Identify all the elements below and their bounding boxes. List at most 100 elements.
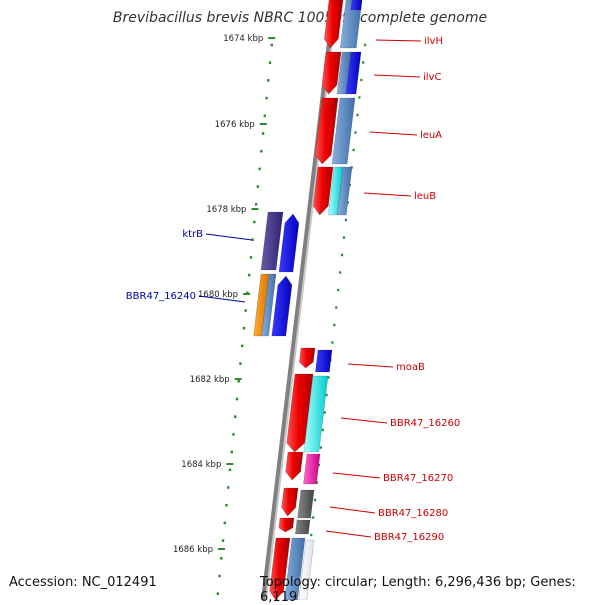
ruler-minor-tick: [249, 256, 253, 259]
ruler-minor-tick: [237, 380, 240, 383]
outer-minor-tick: [342, 236, 346, 239]
gene-feature: [261, 273, 277, 337]
ruler-minor-tick: [234, 415, 237, 418]
ruler-minor-tick: [240, 344, 244, 348]
outer-minor-tick: [325, 393, 328, 397]
gene-feature: [294, 519, 311, 535]
gene-label-ilvc: ilvC: [423, 72, 441, 83]
gene-label-bbr47-16270: BBR47_16270: [383, 473, 453, 484]
ruler-minor-tick: [261, 132, 265, 135]
ruler-label: 1674 kbp: [223, 34, 263, 44]
outer-minor-tick: [333, 323, 336, 327]
outer-minor-tick: [317, 463, 321, 467]
outer-minor-tick: [312, 516, 315, 519]
gene-feature: [315, 349, 333, 373]
ruler-minor-tick: [239, 362, 242, 365]
ruler-minor-tick: [251, 238, 254, 241]
gene-feature: [331, 97, 356, 165]
gene-label-ktrb: ktrB: [182, 229, 203, 240]
ruler-label: 1686 kbp: [173, 545, 213, 555]
outer-minor-tick: [335, 306, 338, 309]
ruler-minor-tick: [260, 149, 263, 153]
gene-leader-line: [325, 530, 372, 538]
outer-minor-tick: [356, 113, 359, 117]
ruler-minor-tick: [268, 61, 272, 64]
gene-feature: [278, 213, 300, 273]
ruler-label: 1684 kbp: [181, 460, 221, 470]
gene-feature: [297, 489, 315, 519]
gene-feature: [323, 0, 344, 49]
ruler-minor-tick: [235, 397, 239, 401]
outer-minor-tick: [340, 253, 344, 257]
outer-minor-tick: [346, 201, 349, 204]
gene-label-bbr47-16290: BBR47_16290: [374, 532, 444, 543]
outer-minor-tick: [331, 341, 334, 344]
ruler-minor-tick: [232, 433, 235, 436]
outer-minor-tick: [362, 61, 365, 64]
gene-feature: [345, 51, 362, 95]
outer-minor-tick: [315, 481, 319, 484]
gene-label-bbr47-16240: BBR47_16240: [126, 291, 196, 302]
outer-minor-tick: [319, 446, 322, 449]
ruler-minor-tick: [225, 503, 228, 507]
ruler-minor-tick: [216, 592, 220, 595]
gene-feature: [271, 275, 293, 337]
outer-minor-tick: [327, 376, 330, 379]
gene-leader-line: [329, 506, 376, 514]
gene-label-bbr47-16280: BBR47_16280: [378, 508, 448, 519]
gene-feature: [321, 51, 342, 95]
gene-leader-line: [369, 131, 418, 136]
outer-minor-tick: [354, 131, 357, 134]
gene-leader-line: [373, 74, 421, 78]
outer-minor-tick: [323, 411, 326, 414]
ruler-minor-tick: [263, 114, 267, 118]
ruler-label: 1678 kbp: [206, 205, 246, 215]
gene-feature: [285, 451, 304, 481]
ruler-minor-tick: [267, 79, 270, 82]
gene-leader-line: [198, 295, 246, 303]
gene-feature: [303, 375, 329, 453]
ruler-minor-tick: [227, 486, 230, 489]
gene-leader-line: [363, 192, 412, 197]
gene-leader-line: [205, 233, 253, 241]
gene-feature: [286, 373, 314, 453]
gene-feature: [350, 0, 363, 11]
ruler-minor-tick: [270, 43, 273, 47]
gene-label-ilvh: ilvH: [424, 36, 443, 47]
gene-feature: [298, 347, 316, 369]
outer-minor-tick: [339, 271, 342, 274]
ruler-minor-tick: [246, 291, 249, 295]
outer-minor-tick: [314, 498, 317, 502]
summary-text: Topology: circular; Length: 6,296,436 bp…: [260, 575, 576, 605]
ruler-minor-tick: [253, 220, 256, 224]
gene-feature: [339, 0, 363, 49]
gene-label-leub: leuB: [414, 191, 436, 202]
outer-minor-tick: [321, 428, 324, 432]
map-title: Brevibacillus brevis NBRC 100599, comple…: [112, 10, 488, 26]
gene-label-bbr47-16260: BBR47_16260: [390, 418, 460, 429]
ruler-minor-tick: [218, 574, 221, 578]
ruler-minor-tick: [223, 521, 226, 525]
outer-minor-tick: [364, 43, 367, 47]
gene-feature: [278, 517, 295, 533]
gene-label-leua: leuA: [420, 130, 442, 141]
gene-leader-line: [340, 417, 388, 424]
ruler-minor-tick: [258, 167, 261, 171]
gene-feature: [269, 537, 291, 600]
outer-minor-tick: [352, 148, 355, 152]
ruler-minor-tick: [242, 326, 246, 330]
outer-minor-tick: [337, 288, 340, 292]
ruler-minor-tick: [265, 96, 268, 100]
ruler-minor-tick: [247, 273, 251, 277]
gene-label-moab: moaB: [396, 362, 425, 373]
ruler-minor-tick: [220, 557, 223, 560]
ruler-minor-tick: [256, 185, 260, 188]
outer-minor-tick: [344, 218, 347, 222]
ruler-label: 1676 kbp: [215, 120, 255, 130]
gene-feature: [281, 487, 299, 517]
outer-minor-tick: [360, 78, 363, 82]
gene-leader-line: [332, 472, 381, 479]
ruler-minor-tick: [221, 539, 225, 542]
gene-feature: [314, 97, 339, 165]
gene-feature: [260, 211, 284, 271]
